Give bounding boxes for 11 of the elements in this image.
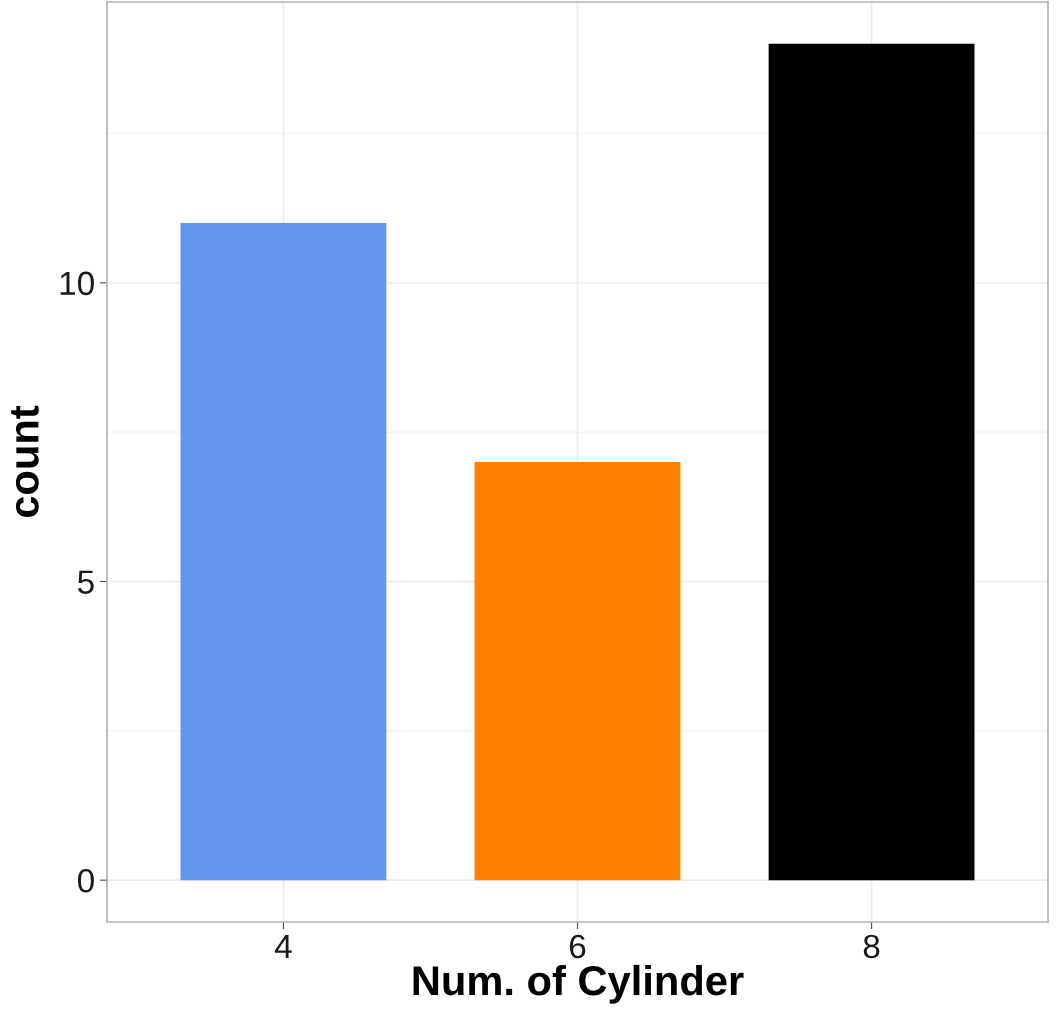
bar <box>180 223 387 881</box>
y-tick-label: 0 <box>77 868 94 893</box>
y-tick-label: 5 <box>77 570 94 594</box>
bar <box>474 462 681 881</box>
x-tick-label: 6 <box>569 934 586 959</box>
x-tick-label: 4 <box>274 935 292 958</box>
x-tick-label: 8 <box>863 934 880 959</box>
y-tick-label: 10 <box>60 271 94 296</box>
bar <box>768 43 975 881</box>
y-axis-title: count <box>11 405 39 518</box>
x-axis-title: Num. of Cylinder <box>413 964 744 1004</box>
